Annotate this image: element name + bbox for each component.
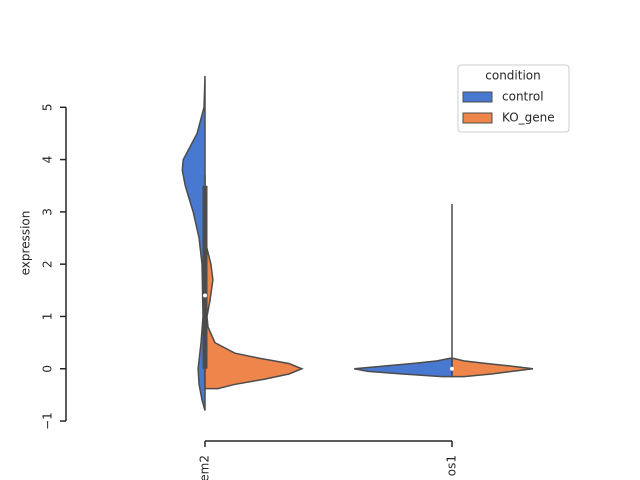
y-tick-label: 5	[41, 103, 55, 111]
legend-title: condition	[485, 69, 540, 83]
x-tick-label: os1	[445, 455, 459, 476]
legend-swatch	[462, 112, 493, 124]
legend-swatch	[462, 91, 493, 103]
violin-half	[354, 357, 453, 378]
y-tick-label: 1	[41, 313, 55, 321]
x-tick-label: em2	[198, 455, 212, 480]
y-tick-label: 2	[41, 260, 55, 268]
median	[450, 366, 454, 371]
y-tick-label: 0	[41, 365, 55, 373]
y-tick-label: 3	[41, 208, 55, 216]
median	[203, 293, 207, 298]
violin-half	[451, 357, 534, 378]
legend-label: control	[502, 90, 544, 104]
legend-label: KO_gene	[502, 111, 555, 125]
violin-half	[181, 75, 206, 411]
violin-half	[204, 237, 304, 390]
y-tick-label: −1	[41, 412, 55, 430]
y-tick-label: 4	[41, 156, 55, 164]
y-axis-label: expression	[19, 211, 33, 276]
